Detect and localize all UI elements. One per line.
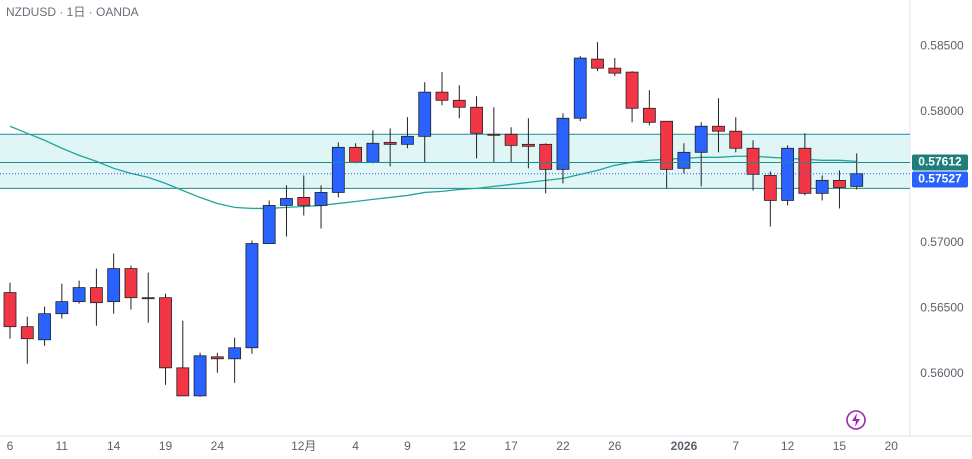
- candle-body: [642, 107, 656, 123]
- x-tick-label: 7: [732, 439, 739, 453]
- candle-body: [522, 143, 535, 147]
- price-label: 0.57612: [918, 155, 962, 169]
- x-tick-label: 15: [833, 439, 847, 453]
- moving-average: [9, 125, 857, 210]
- candle-body: [90, 287, 103, 304]
- y-tick-label: 0.58500: [920, 38, 964, 52]
- candle-body: [833, 179, 846, 188]
- y-tick-label: 0.56500: [920, 300, 964, 314]
- candle-body: [591, 58, 604, 69]
- x-tick-label: 4: [352, 439, 359, 453]
- candle-body: [504, 133, 518, 146]
- candle-body: [72, 287, 86, 303]
- x-tick-label: 6: [7, 439, 14, 453]
- x-tick-label: 17: [504, 439, 518, 453]
- candle-body: [763, 174, 777, 201]
- candle-body: [366, 142, 380, 163]
- candle-body: [124, 268, 138, 299]
- candle-body: [280, 198, 293, 206]
- y-tick-label: 0.56000: [920, 366, 964, 380]
- candle-body: [176, 367, 190, 397]
- candle-body: [815, 179, 829, 194]
- candle-body: [210, 356, 224, 360]
- candle-body: [556, 117, 570, 170]
- candle-body: [608, 67, 622, 74]
- candle-body: [418, 91, 432, 137]
- x-tick-label: 14: [107, 439, 121, 453]
- candle-body: [228, 347, 242, 360]
- candle-body: [262, 205, 276, 244]
- price-label: 0.57527: [918, 172, 962, 186]
- chart-title: NZDUSD · 1日 · OANDA: [6, 5, 139, 19]
- x-tick-label: 12: [453, 439, 467, 453]
- candle-body: [159, 297, 172, 369]
- candle-body: [452, 99, 466, 108]
- x-tick-label: 19: [159, 439, 173, 453]
- candle-body: [401, 135, 414, 145]
- x-tick-label: 20: [885, 439, 899, 453]
- candle-body: [677, 151, 691, 169]
- x-tick-label: 12: [781, 439, 795, 453]
- x-tick-label: 26: [608, 439, 622, 453]
- x-tick-label: 11: [56, 439, 69, 453]
- candle-body: [487, 133, 501, 136]
- candle-body: [245, 243, 259, 349]
- candle-body: [3, 292, 17, 328]
- candle-body: [850, 173, 864, 187]
- price-label-box: [912, 171, 968, 188]
- candle-body: [383, 141, 397, 145]
- candle-body: [625, 71, 639, 109]
- candle-body: [729, 130, 743, 149]
- candle-body: [349, 146, 363, 163]
- flash-icon[interactable]: [846, 410, 866, 430]
- candle-body: [712, 125, 725, 132]
- candle-body: [38, 313, 51, 341]
- x-tick-label: 9: [404, 439, 411, 453]
- candle-body: [55, 301, 69, 315]
- candle-body: [470, 106, 483, 134]
- x-tick-label: 24: [211, 439, 225, 453]
- candle-body: [781, 147, 794, 201]
- candle-body: [694, 125, 708, 153]
- x-tick-label: 22: [556, 439, 570, 453]
- candle-body: [798, 147, 812, 194]
- candle-body: [297, 197, 311, 206]
- candle-body: [660, 120, 674, 170]
- candle-body: [193, 355, 207, 397]
- price-label-box: [912, 154, 968, 171]
- candle-body: [141, 297, 155, 300]
- candle-body: [746, 147, 760, 175]
- y-tick-label: 0.58000: [920, 104, 964, 118]
- candle-body: [331, 146, 345, 193]
- candle-body: [20, 326, 34, 340]
- candle-body: [107, 268, 121, 303]
- candle-body: [573, 57, 587, 119]
- candle-body: [314, 192, 328, 206]
- candle-body: [435, 91, 449, 101]
- x-tick-label: 2026: [671, 439, 698, 453]
- candle-body: [539, 143, 553, 170]
- x-tick-label: 12月: [291, 439, 316, 453]
- y-tick-label: 0.57000: [920, 235, 964, 249]
